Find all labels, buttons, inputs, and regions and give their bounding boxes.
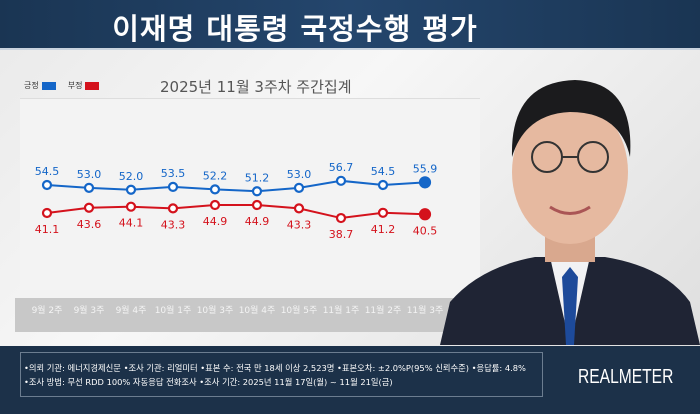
president-photo xyxy=(440,52,700,345)
survey-info-box: •의뢰 기관: 에너지경제신문 •조사 기관: 리얼미터 •표본 수: 전국 만… xyxy=(20,352,543,397)
legend: 긍정 부정 xyxy=(24,80,100,91)
data-label: 38.7 xyxy=(329,228,354,241)
x-tick-label: 10월 1주 xyxy=(154,306,192,316)
data-point xyxy=(293,182,305,193)
data-point xyxy=(418,208,432,221)
data-point xyxy=(209,184,221,195)
data-point xyxy=(251,186,263,197)
data-label: 56.7 xyxy=(329,161,354,174)
data-point xyxy=(251,199,263,211)
data-label: 52.0 xyxy=(119,170,144,183)
realmeter-logo: REALMETER xyxy=(578,366,674,388)
data-point xyxy=(167,181,179,192)
x-tick-label: 9월 3주 xyxy=(73,306,105,316)
data-label: 43.3 xyxy=(287,218,312,231)
data-label: 44.1 xyxy=(119,217,144,230)
data-point xyxy=(83,202,95,213)
data-point xyxy=(293,203,305,214)
series-line xyxy=(46,204,426,220)
x-tick-label: 9월 2주 xyxy=(31,306,63,316)
x-tick-label: 9월 4주 xyxy=(115,306,147,316)
legend-swatch xyxy=(85,81,100,90)
legend-label: 부정 xyxy=(67,81,83,90)
chart-panel xyxy=(20,98,480,298)
data-point xyxy=(83,182,95,193)
data-point xyxy=(41,179,53,191)
data-label: 55.9 xyxy=(413,162,438,175)
data-label: 54.5 xyxy=(371,165,396,178)
series-line xyxy=(46,179,426,193)
x-axis-band xyxy=(15,298,455,332)
legend-positive: 긍정 xyxy=(24,80,56,91)
x-tick-label: 11월 3주 xyxy=(406,306,444,316)
data-point xyxy=(377,179,389,191)
header-band: 이재명 대통령 국정수행 평가 xyxy=(0,0,700,50)
x-tick-label: 10월 3주 xyxy=(196,306,234,316)
data-point xyxy=(335,212,347,224)
chart-title: 2025년 11월 3주차 주간집계 xyxy=(160,78,352,96)
data-label: 43.3 xyxy=(161,218,186,231)
survey-info-line1: •의뢰 기관: 에너지경제신문 •조사 기관: 리얼미터 •표본 수: 전국 만… xyxy=(24,363,526,373)
data-label: 53.0 xyxy=(287,168,312,181)
x-tick-label: 11월 1주 xyxy=(322,306,360,316)
legend-swatch xyxy=(41,81,56,90)
data-point xyxy=(125,184,137,195)
legend-label: 긍정 xyxy=(24,81,39,90)
footer-band xyxy=(0,346,700,414)
data-point xyxy=(377,207,389,218)
data-label: 53.5 xyxy=(161,167,186,180)
data-label: 41.1 xyxy=(35,223,60,236)
survey-info-line2: •조사 방법: 무선 RDD 100% 자동응답 전화조사 •조사 기간: 20… xyxy=(24,377,393,387)
data-point xyxy=(209,199,221,211)
data-label: 40.5 xyxy=(413,224,438,237)
data-label: 44.9 xyxy=(245,215,270,228)
data-point xyxy=(41,207,53,219)
x-tick-label: 10월 4주 xyxy=(238,306,276,316)
data-label: 54.5 xyxy=(35,165,60,178)
data-point xyxy=(418,176,432,189)
data-label: 51.2 xyxy=(245,171,270,184)
data-label: 52.2 xyxy=(203,169,228,182)
data-label: 44.9 xyxy=(203,215,228,228)
x-tick-label: 10월 5주 xyxy=(280,306,318,316)
data-label: 41.2 xyxy=(371,223,396,236)
legend-negative: 부정 xyxy=(68,80,100,91)
data-point xyxy=(335,175,347,186)
data-label: 53.0 xyxy=(77,168,102,181)
data-label: 43.6 xyxy=(77,218,102,231)
x-tick-label: 11월 2주 xyxy=(364,306,402,316)
data-point xyxy=(167,203,179,214)
page-title: 이재명 대통령 국정수행 평가 xyxy=(112,12,478,46)
data-point xyxy=(125,201,137,212)
